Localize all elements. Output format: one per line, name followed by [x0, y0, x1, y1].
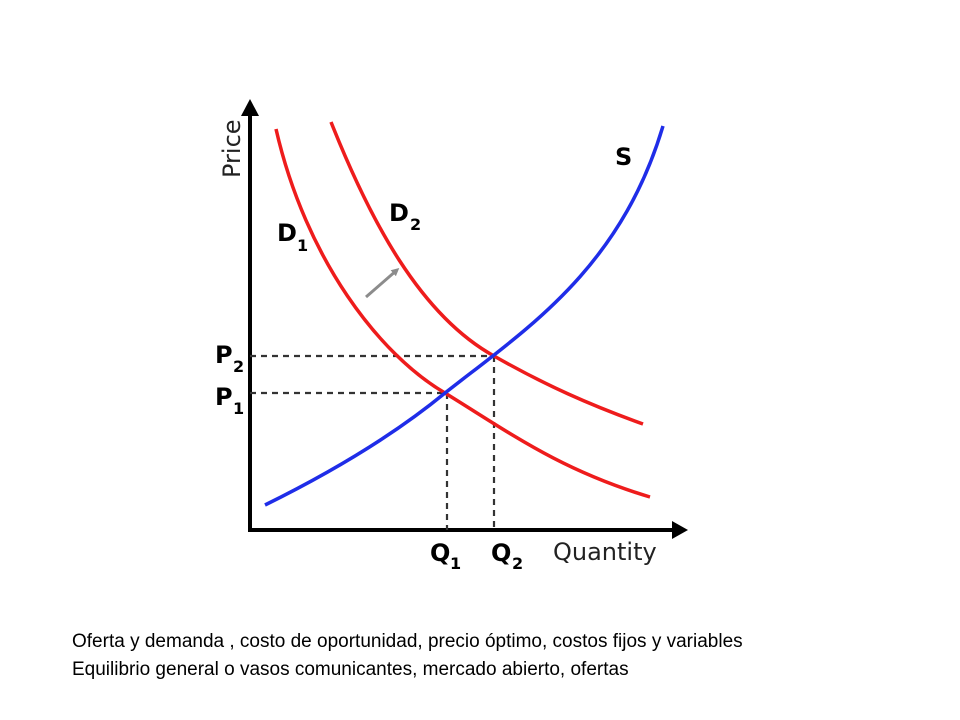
- caption-line-1: Oferta y demanda , costo de oportunidad,…: [72, 631, 743, 652]
- x-axis-arrowhead: [672, 521, 688, 539]
- slide-caption: Oferta y demanda , costo de oportunidad,…: [72, 628, 932, 684]
- supply-curve: [264, 125, 665, 507]
- svg-text:2: 2: [233, 357, 244, 376]
- svg-text:P: P: [215, 341, 233, 369]
- svg-text:Q: Q: [430, 539, 450, 567]
- svg-text:Q: Q: [491, 539, 511, 567]
- q2-label: Q 2: [491, 539, 523, 573]
- y-axis-title: Price: [218, 119, 246, 178]
- y-axis-arrowhead: [241, 99, 259, 116]
- caption-line-2: Equilibrio general o vasos comunicantes,…: [72, 659, 629, 680]
- demand-curve-d1: [274, 128, 651, 499]
- svg-text:D: D: [389, 199, 409, 227]
- supply-label: S: [615, 143, 632, 171]
- p2-label: P 2: [215, 341, 244, 376]
- svg-text:1: 1: [450, 554, 461, 573]
- svg-text:1: 1: [233, 399, 244, 418]
- q1-label: Q 1: [430, 539, 461, 573]
- svg-text:1: 1: [297, 236, 308, 255]
- svg-text:D: D: [277, 219, 297, 247]
- demand-curve-d2: [329, 121, 644, 426]
- demand1-label: D 1: [277, 219, 308, 255]
- demand-shift-arrow: [365, 268, 400, 299]
- svg-text:2: 2: [512, 554, 523, 573]
- svg-text:2: 2: [410, 215, 421, 234]
- equilibrium-guides: [250, 354, 496, 530]
- p1-label: P 1: [215, 383, 244, 418]
- demand2-label: D 2: [389, 199, 421, 234]
- svg-text:P: P: [215, 383, 233, 411]
- x-axis-title: Quantity: [553, 538, 657, 566]
